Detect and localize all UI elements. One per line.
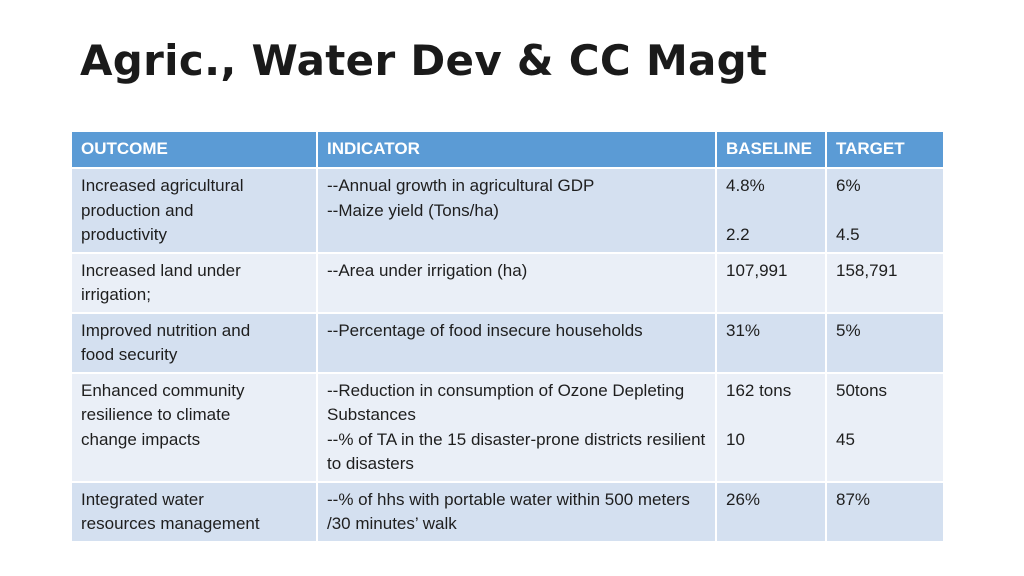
target-value: 45 xyxy=(836,429,855,449)
baseline-cell: 31% xyxy=(715,311,827,374)
indicator-cell: --Reduction in consumption of Ozone Depl… xyxy=(316,371,717,483)
outcome-cell: Increased agricultural production and pr… xyxy=(70,167,318,254)
outcome-indicator-table: OUTCOME INDICATOR BASELINE TARGET Increa… xyxy=(70,130,945,543)
baseline-value: 26% xyxy=(726,489,761,509)
baseline-cell: 107,991 xyxy=(715,251,827,314)
slide-title: Agric., Water Dev & CC Magt xyxy=(80,36,768,85)
target-value: 6% xyxy=(836,176,861,195)
indicator-cell: --% of hhs with portable water within 50… xyxy=(316,480,717,543)
indicator-line: --% of hhs with portable water within 50… xyxy=(327,489,690,534)
indicator-line: --Reduction in consumption of Ozone Depl… xyxy=(327,380,685,425)
indicator-cell: --Area under irrigation (ha) xyxy=(316,251,717,314)
baseline-cell: 26% xyxy=(715,480,827,543)
table-row: Enhanced community resilience to climate… xyxy=(70,371,945,483)
table-row: Improved nutrition and food security --P… xyxy=(70,311,945,374)
indicator-line: --% of TA in the 15 disaster-prone distr… xyxy=(327,429,706,474)
table-row: Increased land under irrigation; --Area … xyxy=(70,251,945,314)
target-cell: 158,791 xyxy=(825,251,945,314)
outcome-cell: Integrated water resources management xyxy=(70,480,318,543)
outcome-cell: Improved nutrition and food security xyxy=(70,311,318,374)
target-value: 50tons xyxy=(836,380,888,400)
baseline-value: 107,991 xyxy=(726,260,788,280)
baseline-value: 2.2 xyxy=(726,225,750,244)
baseline-cell: 162 tons 10 xyxy=(715,371,827,483)
indicator-line: --Annual growth in agricultural GDP xyxy=(327,176,595,195)
header-indicator: INDICATOR xyxy=(316,130,717,169)
indicator-line: --Maize yield (Tons/ha) xyxy=(327,200,499,220)
outcome-cell: Increased land under irrigation; xyxy=(70,251,318,314)
outcome-cell: Enhanced community resilience to climate… xyxy=(70,371,318,483)
target-cell: 5% xyxy=(825,311,945,374)
baseline-cell: 4.8% 2.2 xyxy=(715,167,827,254)
table-row: Increased agricultural production and pr… xyxy=(70,167,945,254)
table-header-row: OUTCOME INDICATOR BASELINE TARGET xyxy=(70,130,945,169)
header-outcome: OUTCOME xyxy=(70,130,318,169)
baseline-value: 4.8% xyxy=(726,176,765,195)
indicator-line: --Percentage of food insecure households xyxy=(327,320,643,340)
header-target: TARGET xyxy=(825,130,945,169)
target-value: 5% xyxy=(836,320,861,340)
target-value: 4.5 xyxy=(836,225,860,244)
target-cell: 50tons 45 xyxy=(825,371,945,483)
baseline-value: 10 xyxy=(726,429,745,449)
target-cell: 87% xyxy=(825,480,945,543)
indicator-cell: --Annual growth in agricultural GDP --Ma… xyxy=(316,167,717,254)
header-baseline: BASELINE xyxy=(715,130,827,169)
baseline-value: 31% xyxy=(726,320,761,340)
table-row: Integrated water resources management --… xyxy=(70,480,945,543)
target-value: 158,791 xyxy=(836,260,898,280)
indicator-cell: --Percentage of food insecure households xyxy=(316,311,717,374)
baseline-value: 162 tons xyxy=(726,380,792,400)
target-value: 87% xyxy=(836,489,871,509)
indicator-line: --Area under irrigation (ha) xyxy=(327,260,528,280)
target-cell: 6% 4.5 xyxy=(825,167,945,254)
